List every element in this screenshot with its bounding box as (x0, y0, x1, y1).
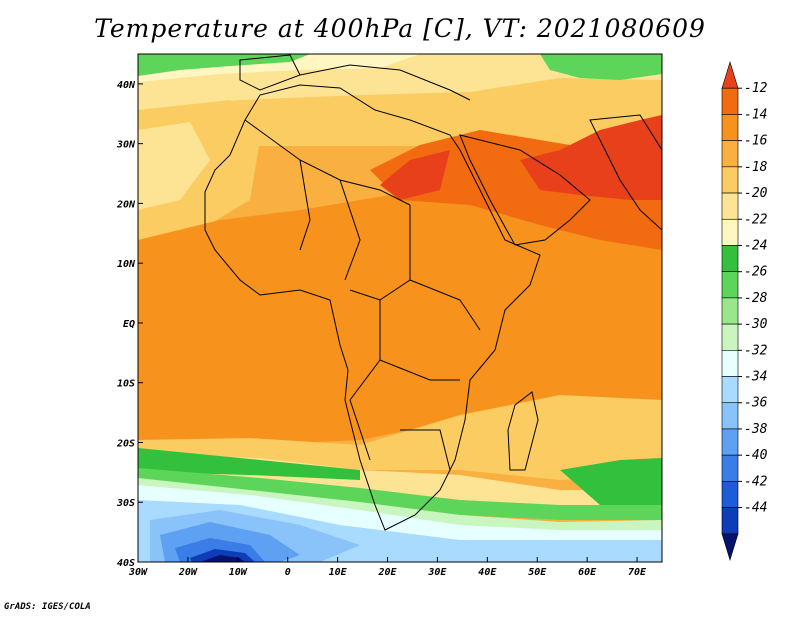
colorbar-swatch (721, 87, 739, 115)
colorbar-label: -42 (744, 474, 768, 489)
colorbar-swatch (721, 350, 739, 377)
lon-tick-label: 0 (285, 567, 291, 578)
colorbar-swatch (721, 192, 739, 220)
colorbar-swatch (721, 60, 739, 89)
colorbar-swatch (721, 140, 739, 168)
country-borders (244, 119, 481, 471)
lat-tick-label: 40S (117, 558, 135, 569)
lat-tick-label: 30N (116, 140, 136, 151)
mediterranean-north (299, 64, 471, 101)
colorbar-swatch (721, 454, 739, 482)
lat-tick-label: 30S (116, 498, 135, 509)
lat-tick-label: 10S (117, 379, 135, 390)
colorbar-label: -18 (744, 160, 768, 175)
colorbar-label: -14 (744, 107, 767, 122)
lon-tick-label: 40E (478, 567, 497, 578)
colorbar-label: -38 (744, 422, 768, 437)
colorbar-swatch (721, 481, 739, 508)
coastlines (204, 54, 662, 531)
colorbar-swatch (721, 166, 739, 194)
colorbar-swatch (721, 245, 739, 272)
colorbar-label: -28 (744, 291, 768, 306)
madagascar (507, 391, 539, 471)
colorbar-swatch (721, 533, 739, 562)
latitude-axis: 40N 30N 20N 10N EQ 10S 20S 30S 40S (116, 80, 143, 569)
lon-tick-label: 50E (528, 567, 547, 578)
lon-tick-label: 10E (329, 567, 348, 578)
colorbar-swatch (721, 507, 739, 535)
lon-tick-label: 70E (628, 567, 647, 578)
india (589, 114, 662, 231)
colorbar-swatch (721, 376, 739, 404)
lon-tick-label: 60E (578, 567, 597, 578)
lon-tick-label: 30W (128, 567, 148, 578)
temperature-field (138, 54, 662, 562)
colorbar-label: -12 (744, 81, 768, 96)
colorbar: -12 -14 -16 -18 -20 -22 -24 -26 -28 -30 -32 -34 -36 -… (721, 60, 768, 562)
colorbar-label: -30 (744, 317, 768, 332)
footer-credit: GrADS: IGES/COLA (4, 602, 91, 612)
colorbar-label: -22 (744, 212, 768, 227)
colorbar-swatch (721, 271, 739, 299)
lat-tick-label: 40N (117, 80, 136, 91)
lon-tick-label: 20E (377, 567, 397, 578)
map-frame (137, 53, 663, 563)
lon-tick-label: 10W (229, 567, 248, 578)
colorbar-swatch (721, 297, 739, 325)
lat-tick-label: 20N (116, 199, 136, 210)
colorbar-label: -16 (744, 134, 768, 149)
colorbar-swatch (721, 218, 739, 246)
colorbar-swatch (721, 428, 739, 456)
iberia (239, 54, 301, 91)
colorbar-label: -36 (744, 396, 768, 411)
colorbar-label: -24 (744, 238, 767, 253)
lat-tick-label: 10N (117, 259, 136, 270)
colorbar-label: -32 (744, 343, 768, 358)
arabia-coastline (459, 134, 591, 246)
chart-title: Temperature at 400hPa [C], VT: 202108060… (94, 14, 706, 43)
colorbar-label: -26 (744, 265, 768, 280)
colorbar-swatch (721, 114, 739, 141)
colorbar-label: -40 (744, 448, 768, 463)
lon-tick-label: 20W (178, 567, 198, 578)
longitude-axis: 30W 20W 10W 0 10E 20E 30E 40E 50E 60E 70E (128, 557, 647, 578)
colorbar-label: -44 (744, 501, 767, 516)
lon-tick-label: 30E (427, 567, 447, 578)
africa-coastline (204, 84, 541, 531)
colorbar-label: -34 (744, 370, 767, 385)
colorbar-swatch (721, 402, 739, 430)
lat-tick-label: 20S (116, 438, 135, 449)
colorbar-swatch (721, 323, 739, 351)
colorbar-label: -20 (744, 186, 768, 201)
lat-tick-label: EQ (123, 319, 135, 330)
